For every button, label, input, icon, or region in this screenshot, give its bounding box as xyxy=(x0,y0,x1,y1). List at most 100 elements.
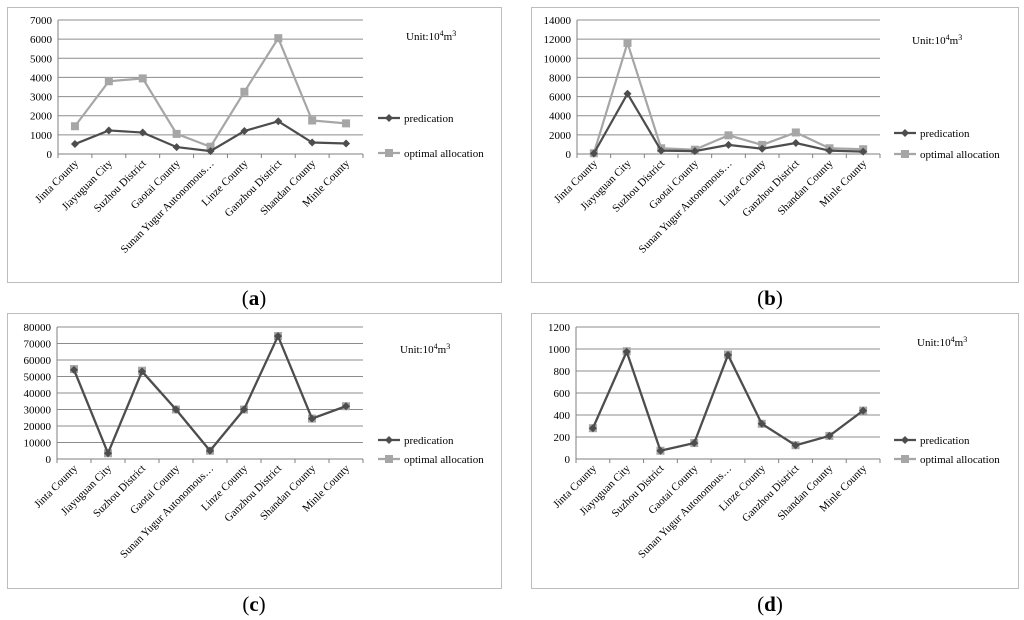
data-point xyxy=(274,117,283,126)
data-point xyxy=(274,332,282,341)
y-tick-label: 200 xyxy=(554,432,571,444)
y-tick-label: 10000 xyxy=(544,53,572,65)
y-tick-label: 1000 xyxy=(548,344,571,356)
series-line-predication xyxy=(72,333,347,457)
unit-label: Unit:104m3 xyxy=(912,33,962,47)
y-tick-label: 3000 xyxy=(30,92,53,104)
data-point xyxy=(342,119,351,128)
legend-label: predication xyxy=(404,435,454,447)
data-point xyxy=(206,147,215,156)
data-point xyxy=(342,139,351,148)
y-tick-label: 70000 xyxy=(24,339,52,351)
legend-marker xyxy=(385,436,393,444)
y-tick-label: 400 xyxy=(554,410,571,422)
y-tick-label: 6000 xyxy=(30,34,53,46)
data-point xyxy=(724,140,733,149)
data-point xyxy=(656,446,665,455)
y-tick-label: 20000 xyxy=(24,421,52,433)
caption-a: (a) xyxy=(241,286,267,310)
y-tick-label: 2000 xyxy=(549,130,572,142)
data-point xyxy=(859,147,868,156)
data-point xyxy=(791,138,800,147)
data-point xyxy=(138,128,147,137)
unit-label: Unit:104m3 xyxy=(917,335,967,349)
data-point xyxy=(138,74,147,83)
y-tick-label: 600 xyxy=(554,388,571,400)
y-tick-label: 40000 xyxy=(24,388,52,400)
legend-label: optimal allocation xyxy=(920,149,1000,161)
y-tick-label: 1000 xyxy=(30,130,53,142)
data-point xyxy=(825,146,834,155)
data-point xyxy=(172,405,180,414)
legend-marker xyxy=(901,129,909,137)
data-point xyxy=(724,131,733,140)
y-tick-label: 8000 xyxy=(549,72,572,84)
y-tick-label: 7000 xyxy=(30,15,53,27)
legend-label: predication xyxy=(404,113,454,125)
data-point xyxy=(206,142,215,151)
data-point xyxy=(623,38,632,47)
data-point xyxy=(240,87,249,96)
chart-panel-c: 0 10000 20000 30000 40000 50000 60000 70000 8000… xyxy=(7,313,502,589)
caption-d: (d) xyxy=(757,592,783,616)
data-point xyxy=(690,439,699,448)
legend-label: optimal allocation xyxy=(920,454,1000,466)
data-point xyxy=(172,129,181,138)
data-point xyxy=(104,77,113,86)
data-point xyxy=(104,449,112,458)
legend-label: predication xyxy=(920,435,970,447)
y-tick-label: 14000 xyxy=(544,15,572,27)
data-point xyxy=(138,367,146,376)
y-tick-label: 0 xyxy=(565,454,571,466)
legend-marker xyxy=(901,150,909,158)
data-point xyxy=(240,405,248,414)
data-point xyxy=(588,424,597,433)
y-tick-label: 1200 xyxy=(548,322,571,334)
data-point xyxy=(274,34,283,43)
data-point xyxy=(308,116,317,125)
unit-label: Unit:104m3 xyxy=(400,342,450,356)
legend-marker xyxy=(901,455,909,463)
legend-marker xyxy=(385,149,393,157)
series-line-predication xyxy=(591,348,864,453)
y-tick-label: 6000 xyxy=(549,92,572,104)
data-point xyxy=(690,147,699,156)
data-point xyxy=(308,138,317,147)
chart-panel-b: 0 2000 4000 6000 8000 10000 12000 14000 Jinta Co… xyxy=(531,7,1019,283)
data-point xyxy=(70,140,79,149)
data-point xyxy=(623,89,632,98)
legend-marker xyxy=(901,436,909,444)
y-tick-label: 0 xyxy=(566,149,572,161)
y-tick-label: 4000 xyxy=(549,111,572,123)
data-point xyxy=(70,122,79,131)
y-tick-label: 4000 xyxy=(30,72,53,84)
data-point xyxy=(757,419,766,428)
data-point xyxy=(657,146,666,155)
data-point xyxy=(724,351,732,360)
y-tick-label: 80000 xyxy=(24,322,52,334)
data-point xyxy=(791,128,800,137)
data-point xyxy=(172,143,181,152)
series-line-optimal-allocation xyxy=(591,348,864,453)
y-tick-label: 30000 xyxy=(24,405,52,417)
data-point xyxy=(859,406,868,415)
legend-label: predication xyxy=(920,128,970,140)
legend-label: optimal allocation xyxy=(404,148,484,160)
caption-c: (c) xyxy=(242,592,266,616)
data-point xyxy=(825,431,834,440)
legend-marker xyxy=(385,114,393,122)
y-tick-label: 0 xyxy=(47,149,53,161)
data-point xyxy=(589,149,598,158)
y-tick-label: 0 xyxy=(46,454,52,466)
data-point xyxy=(70,365,78,374)
y-tick-label: 5000 xyxy=(30,53,53,65)
chart-c-svg: 0 10000 20000 30000 40000 50000 60000 70000 8000… xyxy=(24,322,485,561)
y-tick-label: 800 xyxy=(554,366,571,378)
y-tick-label: 60000 xyxy=(24,355,52,367)
chart-panel-d: 0 200 400 600 800 1000 1200 Jinta County Jiayugu… xyxy=(531,313,1019,589)
y-tick-label: 50000 xyxy=(24,372,52,384)
data-point xyxy=(758,144,767,153)
